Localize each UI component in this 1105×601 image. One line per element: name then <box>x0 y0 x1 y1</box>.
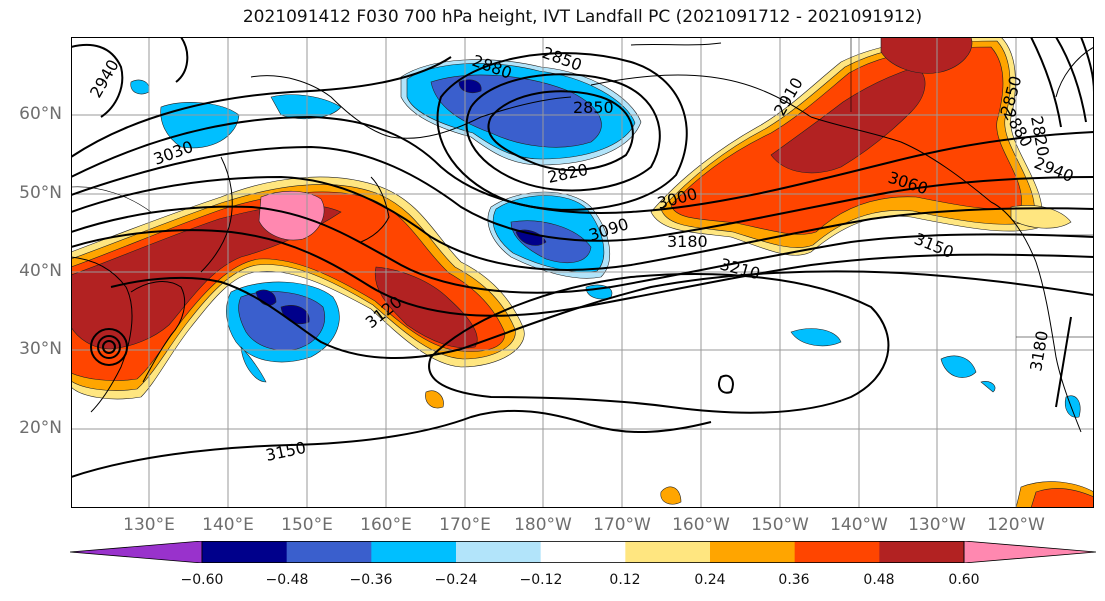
colorbar <box>70 541 1096 563</box>
lon-label-180w: 180°W <box>514 515 572 535</box>
lon-label-150e: 150°E <box>281 515 333 535</box>
lon-label-120w: 120°W <box>987 515 1045 535</box>
colorbar-cell <box>540 541 626 563</box>
map-panel: 2940 3030 2880 2850 2850 2820 3000 3090 … <box>71 37 1094 508</box>
colorbar-cell <box>202 541 288 563</box>
colorbar-cell <box>794 541 880 563</box>
lon-label-130e: 130°E <box>123 515 175 535</box>
lon-label-140e: 140°E <box>202 515 254 535</box>
colorbar-tick-label: −0.12 <box>519 572 563 588</box>
lat-label-40n: 40°N <box>19 261 62 281</box>
colorbar-tick-label: 0.60 <box>948 572 980 588</box>
ivt-negative-small-patches <box>240 284 1081 418</box>
colorbar-cell <box>456 541 542 563</box>
lat-label-50n: 50°N <box>19 183 62 203</box>
ivt-negative-japan-south <box>226 281 340 363</box>
ivt-positive-asia-band <box>71 176 525 400</box>
colorbar-extend-low <box>70 541 203 563</box>
lon-label-160e: 160°E <box>360 515 412 535</box>
lon-label-150w: 150°W <box>751 515 809 535</box>
ivt-negative-central-pacific <box>487 191 611 279</box>
colorbar-tick-label: −0.24 <box>434 572 478 588</box>
lon-label-170e: 170°E <box>439 515 491 535</box>
colorbar-cell <box>879 541 965 563</box>
lat-label-60n: 60°N <box>19 104 62 124</box>
lon-label-140w: 140°W <box>830 515 888 535</box>
colorbar-tick-label: 0.36 <box>778 572 810 588</box>
ivt-positive-small-patches <box>425 205 1094 508</box>
graticule <box>71 37 1094 508</box>
lat-label-20n: 20°N <box>19 418 62 438</box>
colorbar-frame <box>201 541 965 563</box>
colorbar-cells <box>202 541 965 563</box>
contour-label: 2850 <box>573 98 614 117</box>
map-title: 2021091412 F030 700 hPa height, IVT Land… <box>242 7 923 27</box>
contour-label: 3180 <box>667 232 708 251</box>
colorbar-extend-high <box>963 541 1096 563</box>
height-contours <box>71 37 1094 478</box>
colorbar-tick-label: −0.60 <box>180 572 224 588</box>
colorbar-cell <box>371 541 457 563</box>
lon-label-160w: 160°W <box>672 515 730 535</box>
ivt-negative-bering-region <box>130 59 642 166</box>
colorbar-tick-label: 0.48 <box>863 572 895 588</box>
coastlines <box>71 42 1094 433</box>
colorbar-tick-label: −0.48 <box>265 572 309 588</box>
lon-label-130w: 130°W <box>908 515 966 535</box>
lat-label-30n: 30°N <box>19 339 62 359</box>
colorbar-cell <box>710 541 796 563</box>
colorbar-tick-label: −0.36 <box>349 572 393 588</box>
lon-label-170w: 170°W <box>593 515 651 535</box>
map-frame <box>71 37 1094 508</box>
country-borders <box>71 37 1094 338</box>
ivt-positive-alaska-band <box>650 37 1043 256</box>
colorbar-tick-label: 0.24 <box>694 572 726 588</box>
colorbar-cell <box>625 541 711 563</box>
colorbar-cell <box>286 541 372 563</box>
colorbar-tick-label: 0.12 <box>609 572 641 588</box>
